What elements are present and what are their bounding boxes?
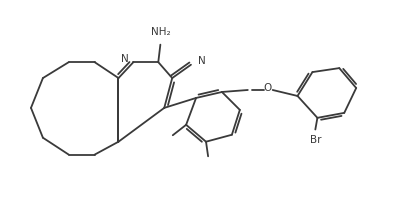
- Text: N: N: [121, 54, 128, 64]
- Text: O: O: [264, 83, 272, 93]
- Text: Br: Br: [310, 135, 321, 145]
- Text: N: N: [199, 56, 206, 66]
- Text: NH₂: NH₂: [151, 27, 171, 37]
